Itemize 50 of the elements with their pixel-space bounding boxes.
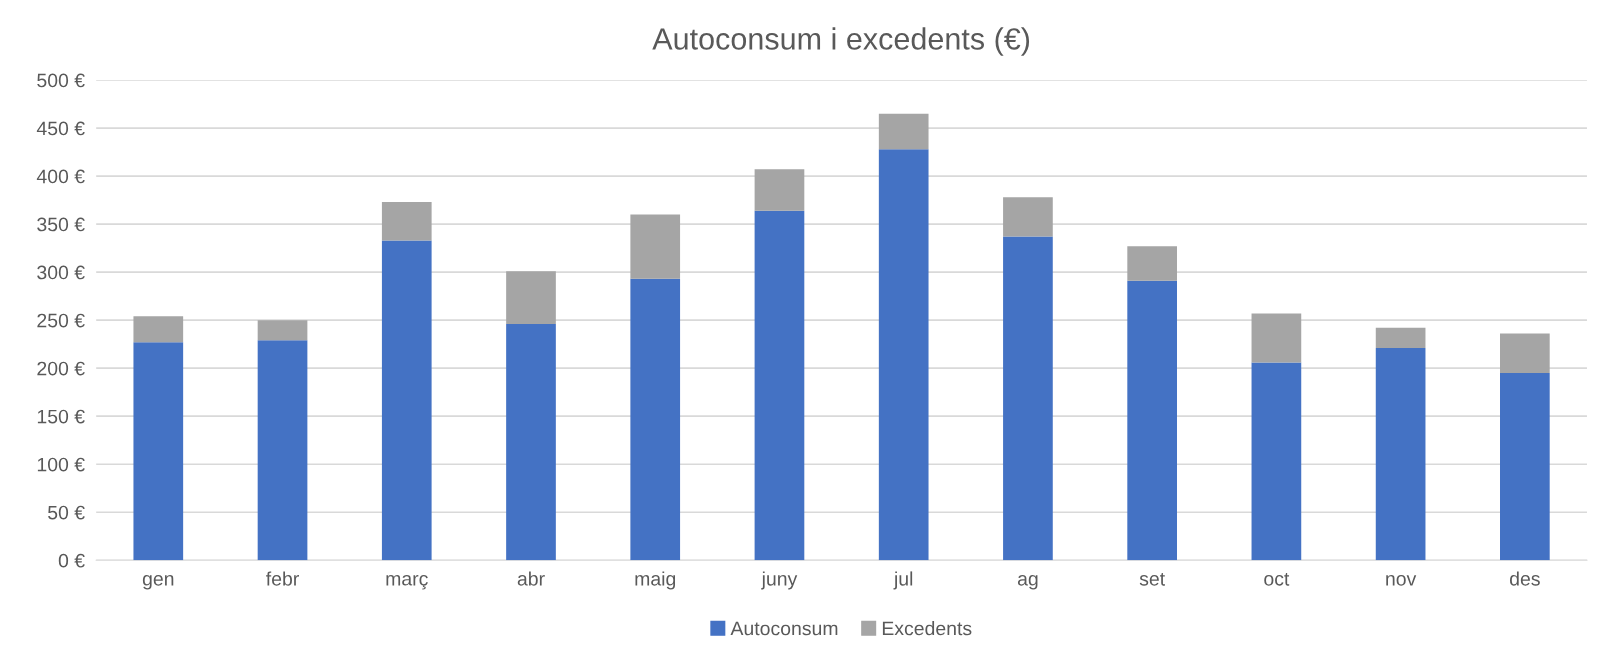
bar [133,342,184,561]
bar [1003,236,1053,561]
y-tick-label: 400 € [36,169,85,184]
bar [1375,348,1426,561]
x-tick-label: nov [1386,575,1417,586]
chart-title: Autoconsum i excedents (€) [652,27,1030,56]
y-tick-label: 450 € [36,121,85,136]
x-tick-label: maig [635,571,676,590]
y-tick-label: 350 € [37,217,85,232]
y-tick-label: 200 € [37,361,85,376]
bar [1500,372,1550,561]
x-tick-label: oct [1264,572,1290,586]
x-tick-label: jul [893,571,913,590]
bar [1251,313,1302,363]
bar [506,271,556,324]
y-tick-label: 150 € [37,409,85,424]
y-tick-label: 0 € [58,553,85,568]
bar [630,278,681,561]
y-tick-label: 100 € [37,457,85,472]
bar [506,324,556,561]
y-tick-label: 500 € [37,73,85,88]
bar [257,340,308,561]
y-tick-label: 300 € [37,265,85,280]
x-tick-label: gen [142,575,174,590]
bar [133,316,184,343]
y-tick-label: 250 € [37,313,85,328]
bar [1127,246,1177,281]
bar [1127,280,1177,561]
x-tick-label: ag [1017,575,1038,590]
bar [878,149,929,561]
bar [1375,327,1426,349]
bar [630,214,681,279]
bar [1500,333,1550,373]
x-tick-label: des [1510,571,1540,586]
bar [754,169,805,211]
bar [1003,197,1053,237]
x-tick-label: febr [266,571,299,586]
x-tick-label: abr [517,571,545,586]
bar [878,113,929,150]
y-tick-label: 50 € [48,505,85,520]
bar [257,320,308,341]
bar [1251,362,1302,561]
bar [754,210,805,561]
bar [381,202,432,241]
legend-label: Excedents [882,621,972,636]
x-tick-label: set [1139,572,1165,586]
legend-label: Autoconsum [730,621,838,636]
x-tick-label: juny [761,571,798,590]
bar [381,240,432,561]
x-tick-label: març [386,574,428,590]
